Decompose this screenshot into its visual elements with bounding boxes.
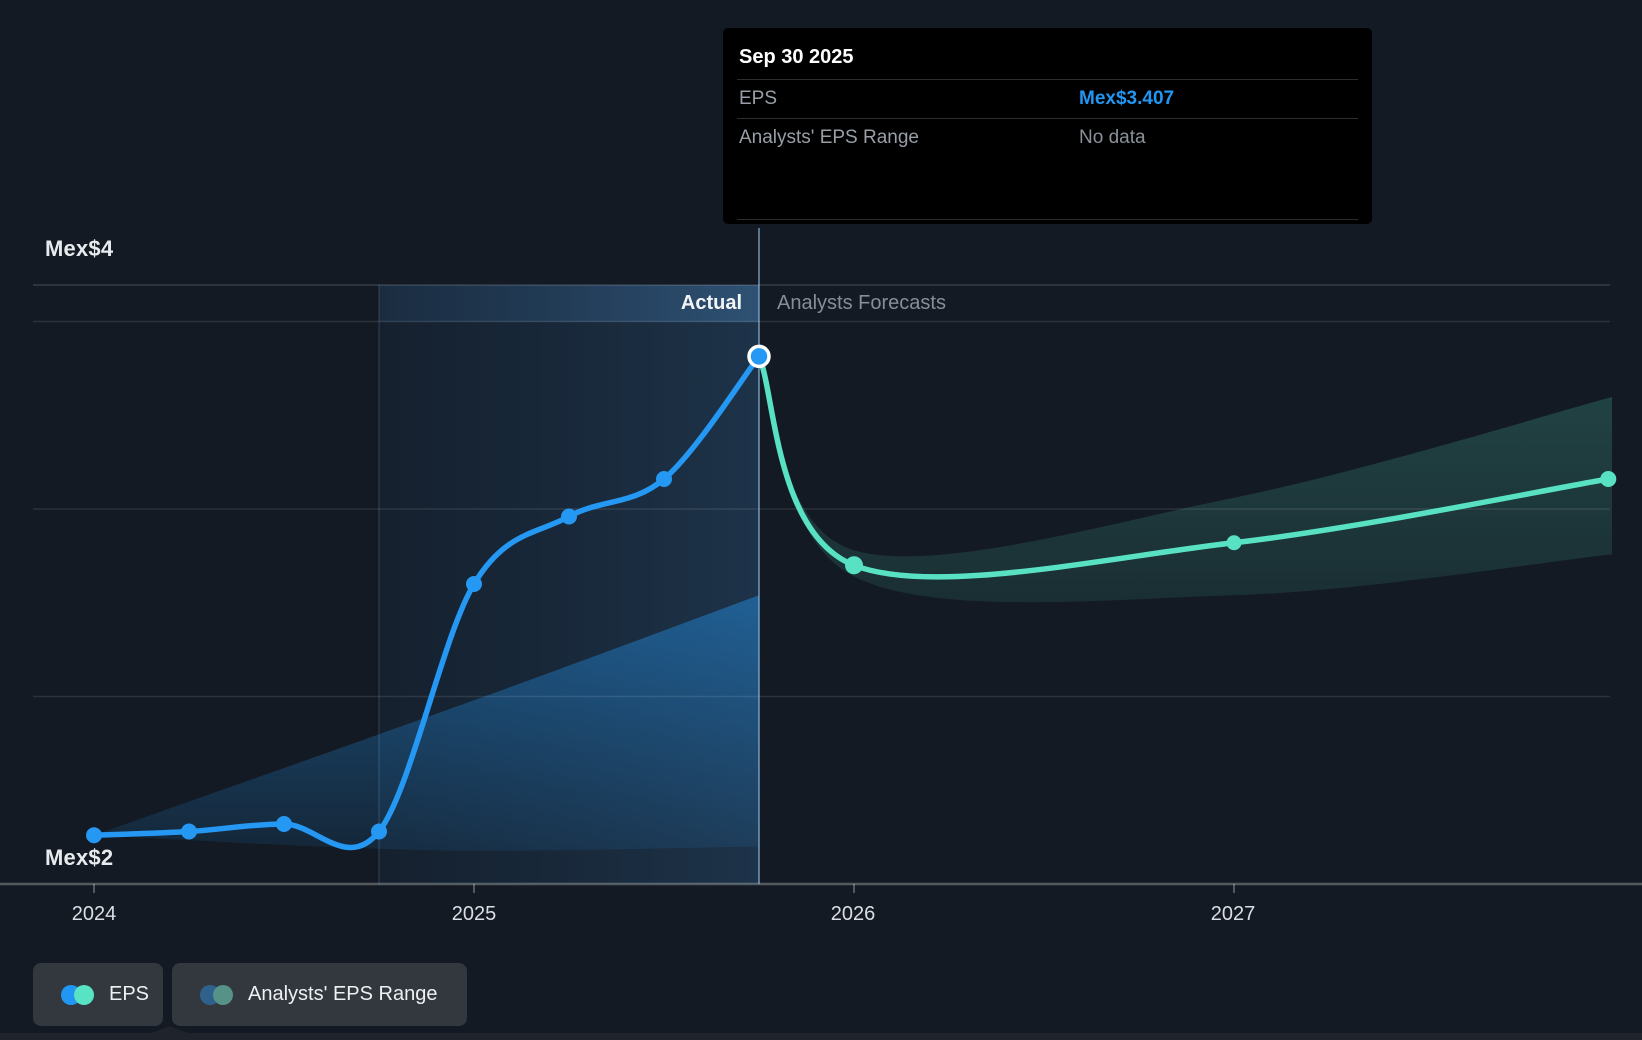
legend-range-label: Analysts' EPS Range — [248, 983, 438, 1005]
tooltip-range-value: No data — [1079, 127, 1146, 148]
chart-tooltip: Sep 30 2025 EPS Mex$3.407 Analysts' EPS … — [723, 28, 1372, 224]
x-tick-2025: 2025 — [451, 903, 497, 925]
tooltip-date: Sep 30 2025 — [739, 46, 854, 68]
bottom-panel-arrow-icon — [152, 1026, 188, 1033]
tooltip-eps-value: Mex$3.407 — [1079, 88, 1175, 109]
tooltip-divider — [737, 118, 1358, 119]
legend-eps[interactable]: EPS — [33, 963, 163, 1026]
tooltip-range-row: Analysts' EPS Range No data — [737, 119, 1358, 157]
eps-legend-dots-icon — [61, 984, 94, 1005]
actual-section-label: Actual — [680, 292, 742, 314]
tooltip-eps-label: EPS — [739, 88, 778, 109]
legend-analysts-eps-range[interactable]: Analysts' EPS Range — [172, 963, 467, 1026]
tooltip-range-label: Analysts' EPS Range — [739, 127, 919, 148]
range-legend-dots-icon — [200, 984, 233, 1005]
y-axis-max-label: Mex$4 — [45, 236, 114, 261]
legend-eps-label: EPS — [109, 983, 150, 1005]
forecast-section-label: Analysts Forecasts — [777, 292, 946, 314]
eps-teal-dot-icon — [74, 984, 94, 1005]
tooltip-eps-row: EPS Mex$3.407 — [737, 80, 1358, 118]
x-tick-2024: 2024 — [71, 903, 117, 925]
y-axis-min-label: Mex$2 — [45, 845, 114, 870]
x-tick-2027: 2027 — [1210, 903, 1256, 925]
range-teal-dot-icon — [213, 984, 233, 1005]
tooltip-divider — [737, 79, 1358, 80]
bottom-panel-edge — [0, 1033, 1642, 1040]
x-tick-2026: 2026 — [830, 903, 876, 925]
tooltip-bottom-divider — [737, 219, 1358, 220]
